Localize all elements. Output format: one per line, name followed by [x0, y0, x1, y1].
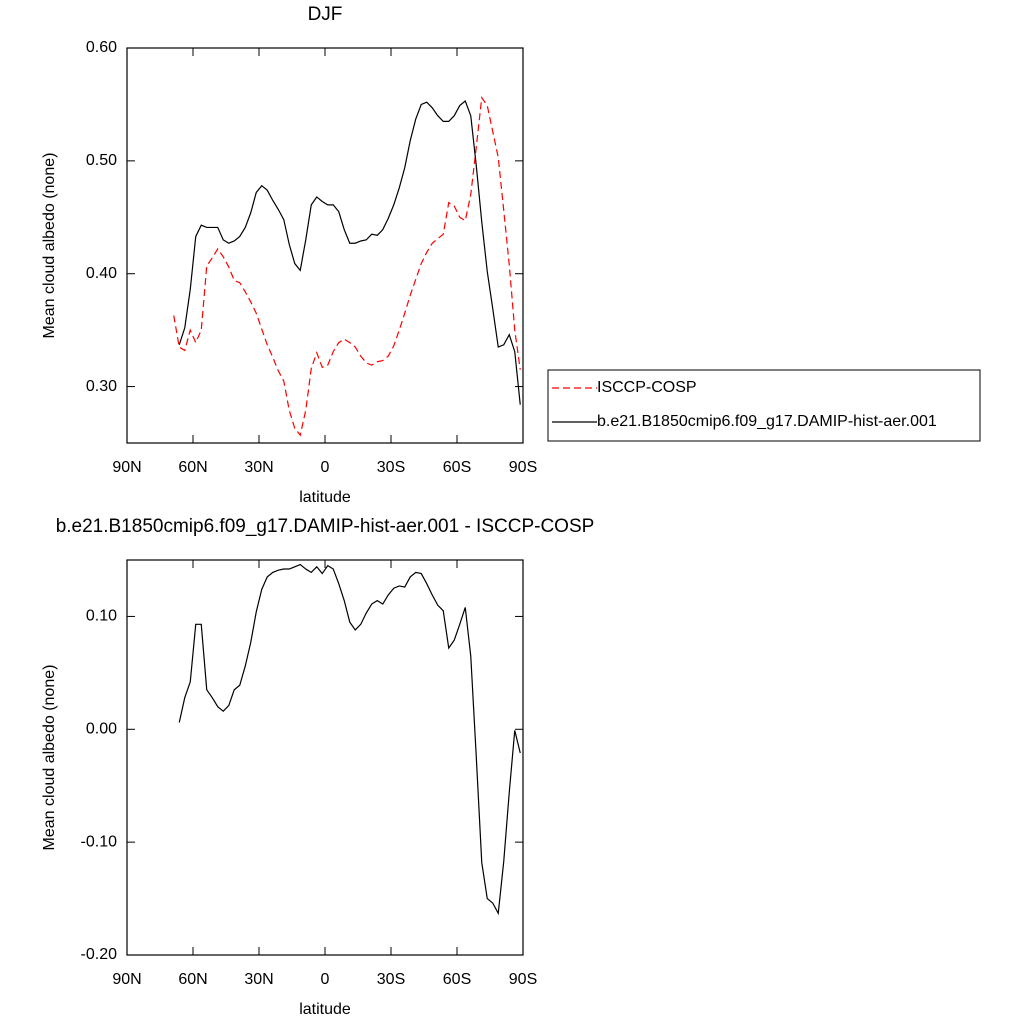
chart-title: DJF — [308, 4, 343, 25]
data-line — [178, 100, 521, 405]
y-tick-label: 0.00 — [86, 721, 117, 738]
y-tick-label: 0.10 — [86, 608, 117, 625]
x-tick-label: 0 — [321, 971, 330, 988]
y-axis-label: Mean cloud albedo (none) — [41, 665, 58, 851]
x-axis-label: latitude — [299, 1001, 351, 1018]
plot-frame — [126, 47, 524, 444]
x-tick-label: 60N — [178, 971, 207, 988]
y-tick-label: 0.50 — [86, 152, 117, 169]
x-tick-label: 30N — [244, 971, 273, 988]
x-tick-label: 60N — [178, 459, 207, 476]
y-tick-label: -0.20 — [81, 946, 118, 963]
x-tick-label: 90S — [509, 459, 537, 476]
legend-box — [547, 369, 981, 442]
y-tick-label: 0.30 — [86, 378, 117, 395]
chart-title: b.e21.B1850cmip6.f09_g17.DAMIP-hist-aer.… — [56, 516, 595, 537]
y-tick-label: 0.60 — [86, 39, 117, 56]
x-tick-label: 30S — [377, 459, 405, 476]
y-tick-label: 0.40 — [86, 265, 117, 282]
x-tick-label: 90N — [112, 459, 141, 476]
x-tick-label: 30N — [244, 459, 273, 476]
x-tick-label: 0 — [321, 459, 330, 476]
x-tick-label: 90S — [509, 971, 537, 988]
legend-label: b.e21.B1850cmip6.f09_g17.DAMIP-hist-aer.… — [597, 413, 937, 430]
x-axis-label: latitude — [299, 489, 351, 506]
legend-label: ISCCP-COSP — [597, 379, 697, 396]
data-line — [173, 96, 521, 437]
x-tick-label: 60S — [443, 459, 471, 476]
x-tick-label: 60S — [443, 971, 471, 988]
y-axis-label: Mean cloud albedo (none) — [41, 153, 58, 339]
data-line — [178, 563, 521, 916]
x-tick-label: 30S — [377, 971, 405, 988]
y-tick-label: -0.10 — [81, 833, 118, 850]
x-tick-label: 90N — [112, 971, 141, 988]
plot-frame — [126, 559, 524, 956]
